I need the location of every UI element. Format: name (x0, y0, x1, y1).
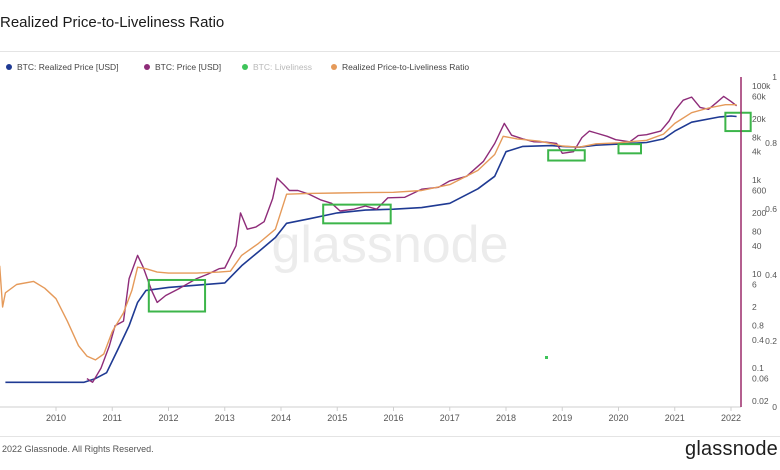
y-right-tick-label: 0.8 (765, 138, 777, 148)
highlight-box (617, 143, 642, 155)
highlight-boxes (147, 111, 752, 313)
legend-dot-rpl-ratio (331, 64, 337, 70)
series-line (5, 115, 737, 384)
y-tick-label: 0.1 (752, 363, 764, 373)
legend-item-price[interactable]: BTC: Price [USD] (144, 62, 221, 72)
y-axis-left: 100k60k20k8k4k1k600200804010620.80.40.10… (752, 81, 771, 406)
x-axis: 2010 2011 2012 2013 2014 2015 2016 2017 2018 2019… (0, 406, 741, 423)
series-layer (0, 95, 738, 384)
y-tick-label: 2 (752, 302, 757, 312)
series-line (0, 104, 737, 361)
legend-item-rpl-ratio[interactable]: Realized Price-to-Liveliness Ratio (331, 62, 469, 72)
legend-label: BTC: Realized Price [USD] (17, 62, 119, 72)
y-right-tick-label: 0.4 (765, 270, 777, 280)
legend-item-liveliness[interactable]: BTC: Liveliness (242, 62, 312, 72)
glassnode-logo: glassnode (685, 438, 778, 460)
legend-item-realized-price[interactable]: BTC: Realized Price [USD] (6, 62, 119, 72)
x-tick-label: 2022 (721, 413, 741, 423)
y-right-tick-label: 0 (772, 402, 777, 412)
x-tick-label: 2016 (383, 413, 403, 423)
y-right-tick-label: 0.6 (765, 204, 777, 214)
footer-divider (0, 436, 780, 437)
x-tick-label: 2013 (215, 413, 235, 423)
x-tick-label: 2015 (327, 413, 347, 423)
y-tick-label: 0.8 (752, 321, 764, 331)
legend-label: BTC: Liveliness (253, 62, 313, 72)
y-tick-label: 20k (752, 114, 766, 124)
watermark: glassnode (271, 216, 508, 274)
y-tick-label: 1k (752, 175, 762, 185)
y-tick-label: 80 (752, 227, 762, 237)
x-tick-label: 2011 (103, 413, 122, 423)
legend-dot-realized-price (6, 64, 12, 70)
y-tick-label: 6 (752, 280, 757, 290)
highlight-box (322, 203, 392, 225)
x-tick-label: 2014 (271, 413, 291, 423)
copyright: 2022 Glassnode. All Rights Reserved. (2, 444, 154, 454)
y-tick-label: 8k (752, 133, 762, 143)
y-right-tick-label: 0.2 (765, 336, 777, 346)
y-tick-label: 0.02 (752, 396, 769, 406)
y-tick-label: 600 (752, 185, 766, 195)
x-tick-label: 2017 (440, 413, 460, 423)
y-tick-label: 100k (752, 81, 771, 91)
highlight-box (147, 278, 207, 313)
liveliness-marker (545, 356, 548, 359)
x-tick-label: 2021 (665, 413, 685, 423)
y-tick-label: 60k (752, 91, 766, 101)
highlight-box (547, 149, 586, 162)
highlight-box (724, 111, 752, 133)
legend-label: BTC: Price [USD] (155, 62, 222, 72)
x-tick-label: 2012 (158, 413, 178, 423)
legend-dot-liveliness (242, 64, 248, 70)
y-tick-label: 10 (752, 269, 762, 279)
y-right-tick-label: 1 (772, 72, 777, 82)
y-tick-label: 4k (752, 147, 762, 157)
y-tick-label: 0.06 (752, 374, 769, 384)
legend-label: Realized Price-to-Liveliness Ratio (342, 62, 470, 72)
page-title: Realized Price-to-Liveliness Ratio (0, 14, 225, 31)
header-divider (0, 51, 780, 52)
x-tick-label: 2018 (496, 413, 516, 423)
y-tick-label: 0.4 (752, 335, 764, 345)
legend-dot-price (144, 64, 150, 70)
x-tick-label: 2019 (552, 413, 572, 423)
x-tick-label: 2020 (608, 413, 628, 423)
series-line (86, 95, 738, 383)
y-axis-right: 1 0.8 0.6 0.4 0.2 0 (765, 72, 777, 412)
y-tick-label: 200 (752, 208, 766, 218)
y-tick-label: 40 (752, 241, 762, 251)
x-tick-label: 2010 (46, 413, 66, 423)
